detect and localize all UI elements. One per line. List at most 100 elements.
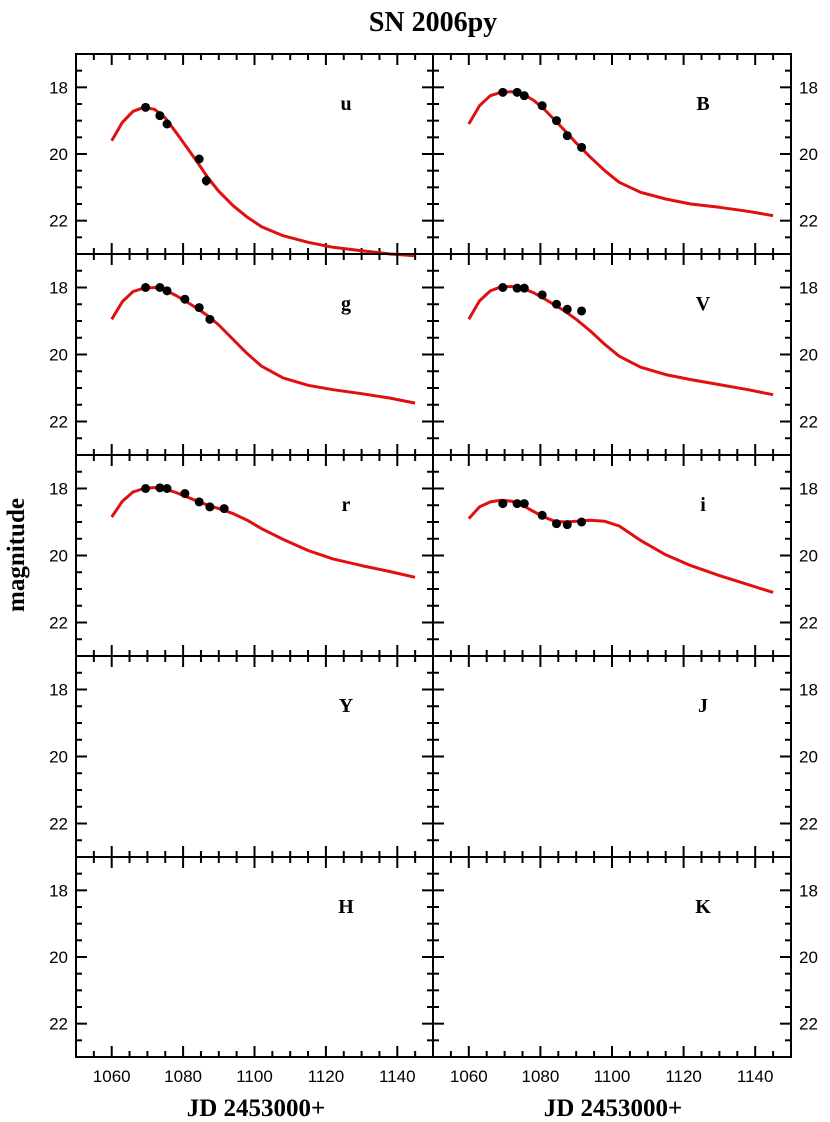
y-tick-label: 20 (49, 346, 68, 365)
y-tick-label: 20 (799, 145, 818, 164)
model-curve-i (467, 498, 774, 594)
data-point-r (180, 489, 190, 499)
x-axis-label-right: JD 2453000+ (544, 1095, 683, 1122)
panel-r: 18 20 22 r (49, 454, 434, 657)
data-point-B (512, 87, 522, 97)
x-tick-label: 1100 (236, 1067, 273, 1086)
data-point-u (141, 102, 151, 112)
y-tick-label: 22 (49, 1015, 68, 1034)
y-tick-label: 20 (799, 948, 818, 967)
data-point-V (537, 290, 547, 300)
y-tick-label: 18 (49, 78, 68, 97)
panel-frame (432, 53, 792, 255)
y-tick-label: 18 (799, 279, 818, 298)
model-curve-V (467, 285, 774, 397)
y-tick-label: 20 (799, 346, 818, 365)
data-point-V (577, 306, 587, 316)
data-point-i (498, 499, 508, 509)
panel-frame (432, 253, 792, 456)
y-tick-label: 18 (799, 78, 818, 97)
band-label: Y (339, 695, 354, 717)
panel-g: 18 20 22 g (49, 253, 434, 456)
y-tick-label: 22 (799, 1015, 818, 1034)
x-tick-label: 1060 (93, 1067, 131, 1086)
y-tick-label: 20 (799, 547, 818, 566)
band-label: J (698, 695, 708, 717)
data-point-u (162, 119, 172, 129)
y-tick-label: 22 (799, 413, 818, 432)
band-label: V (696, 293, 711, 315)
panel-Y: 18 20 22 Y (49, 655, 434, 858)
band-label: i (700, 494, 706, 516)
data-point-B (537, 101, 547, 111)
y-tick-label: 18 (799, 681, 818, 700)
data-point-B (577, 142, 587, 152)
x-tick-label: 1060 (450, 1067, 488, 1086)
y-tick-label: 18 (799, 480, 818, 499)
y-tick-label: 18 (49, 681, 68, 700)
y-tick-label: 22 (799, 815, 818, 834)
panel-H: 18 20 22 1060 1080 1100 1120 1140 H (49, 856, 434, 1086)
panel-K: 18 20 22 1060 1080 1100 1120 1140 K (432, 856, 818, 1086)
panel-frame (432, 655, 792, 858)
data-point-r (141, 484, 151, 493)
band-label: u (340, 93, 351, 115)
y-tick-label: 22 (49, 815, 68, 834)
data-point-g (194, 303, 204, 313)
data-point-V (498, 283, 508, 292)
model-curve-B (467, 90, 774, 218)
panel-B: 18 20 22 B (432, 53, 818, 255)
y-tick-label: 18 (49, 279, 68, 298)
data-point-r (155, 483, 165, 493)
data-point-B (519, 91, 529, 101)
data-point-g (155, 283, 165, 292)
y-tick-label: 22 (49, 413, 68, 432)
data-point-r (194, 497, 204, 507)
y-tick-label: 22 (49, 614, 68, 633)
model-curve-g (110, 286, 416, 405)
data-point-g (162, 286, 172, 296)
x-tick-label: 1120 (308, 1067, 345, 1086)
y-tick-label: 20 (49, 748, 68, 767)
panel-grid: 18 20 22 u 18 20 22 B 18 20 22 g 18 20 22 V 18 20 22 r 18 20 2… (49, 53, 818, 1086)
y-tick-label: 20 (49, 547, 68, 566)
data-point-i (552, 519, 562, 529)
x-tick-label: 1120 (665, 1067, 702, 1086)
y-tick-label: 22 (799, 614, 818, 633)
x-tick-label: 1080 (521, 1067, 559, 1086)
y-tick-label: 22 (49, 212, 68, 231)
panel-J: 18 20 22 J (432, 655, 818, 858)
panel-frame (75, 856, 434, 1058)
band-label: K (695, 896, 711, 918)
data-point-B (498, 87, 508, 97)
data-point-i (562, 520, 572, 530)
panel-u: 18 20 22 u (49, 53, 434, 258)
data-point-i (577, 517, 587, 527)
panel-frame (75, 655, 434, 858)
data-point-B (552, 116, 562, 126)
band-label: r (342, 494, 351, 516)
data-point-i (537, 510, 547, 520)
data-point-i (512, 499, 522, 509)
y-tick-label: 18 (49, 480, 68, 499)
y-tick-label: 22 (799, 212, 818, 231)
panel-frame (432, 454, 792, 657)
data-point-u (201, 176, 211, 186)
data-point-V (519, 283, 529, 293)
data-point-V (512, 283, 522, 293)
panel-frame (75, 253, 434, 456)
model-curve-r (110, 486, 416, 579)
y-tick-label: 20 (49, 145, 68, 164)
y-axis-label: magnitude (3, 498, 30, 612)
y-tick-label: 20 (799, 748, 818, 767)
band-label: B (696, 93, 709, 115)
y-tick-label: 20 (49, 948, 68, 967)
panel-i: 18 20 22 i (432, 454, 818, 657)
data-point-i (519, 499, 529, 509)
x-tick-label: 1080 (164, 1067, 202, 1086)
panel-frame (75, 53, 434, 255)
y-tick-label: 18 (799, 881, 818, 900)
x-tick-label: 1140 (737, 1067, 774, 1086)
band-label: g (341, 293, 351, 315)
data-point-V (552, 299, 562, 309)
